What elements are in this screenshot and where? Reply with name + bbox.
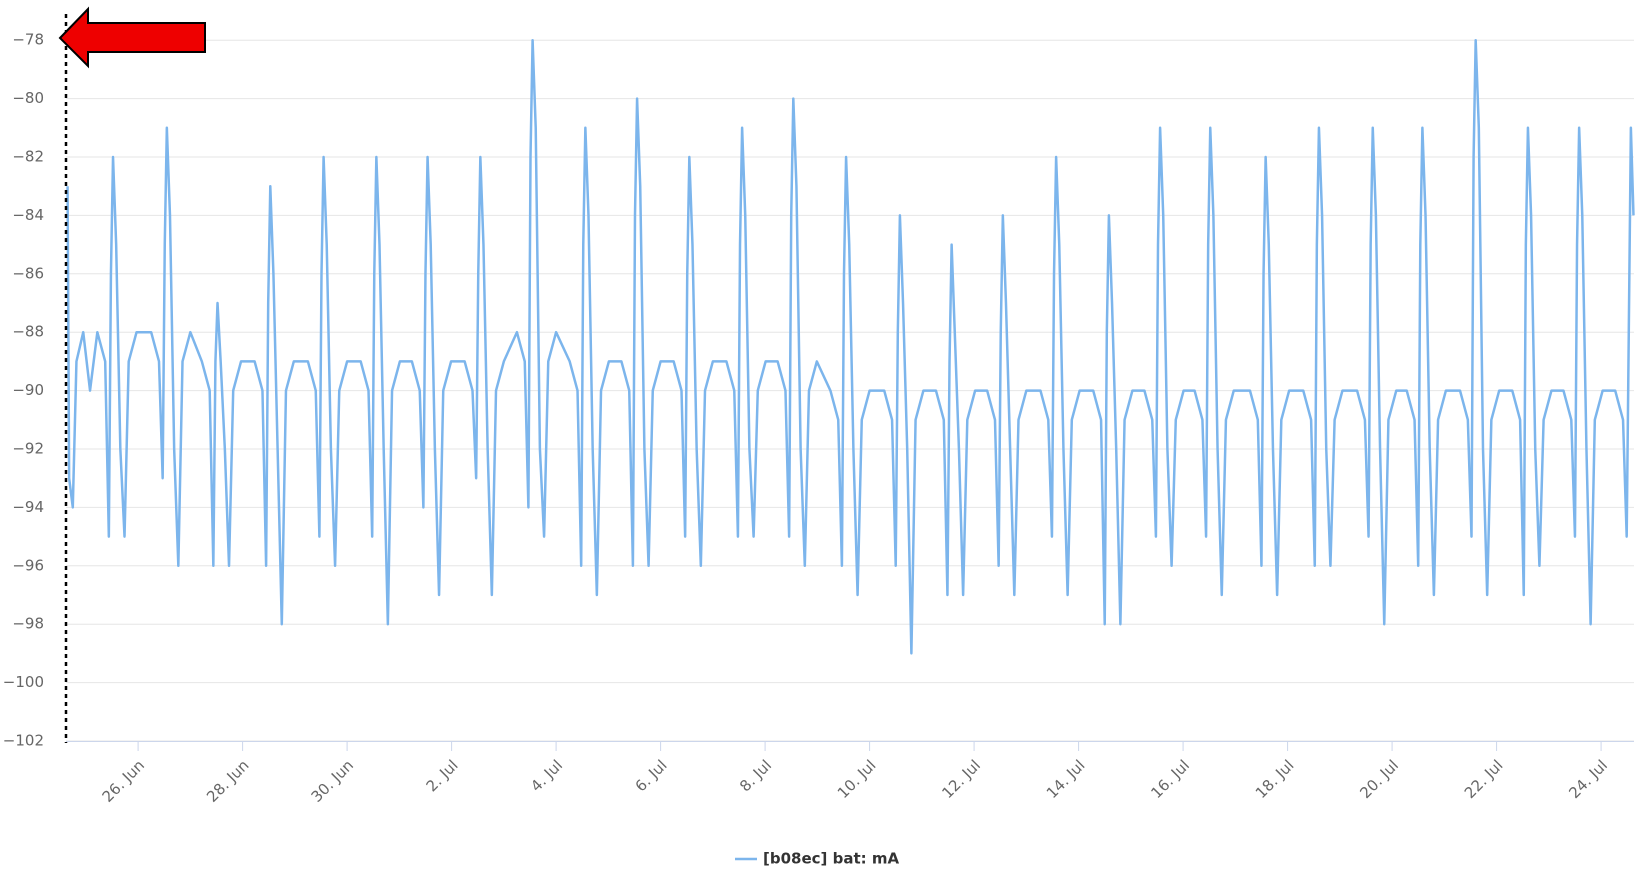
series-line xyxy=(66,38,1635,655)
x-tick-label: 18. Jul xyxy=(1252,756,1298,802)
y-tick-label: −96 xyxy=(12,556,44,574)
x-tick-label: 8. Jul xyxy=(736,756,775,795)
x-tick-label: 20. Jul xyxy=(1356,756,1402,802)
y-tick-label: −78 xyxy=(12,31,44,49)
y-tick-label: −100 xyxy=(3,673,44,691)
y-tick-label: −80 xyxy=(12,89,44,107)
plot-area xyxy=(66,38,1635,655)
y-tick-label: −84 xyxy=(12,206,44,224)
x-tick-label: 16. Jul xyxy=(1147,756,1193,802)
x-tick-label: 24. Jul xyxy=(1565,756,1611,802)
y-tick-label: −88 xyxy=(12,323,44,341)
y-tick-label: −94 xyxy=(12,498,44,516)
y-tick-label: −86 xyxy=(12,264,44,282)
annotation-arrow xyxy=(58,6,206,69)
x-tick-label: 26. Jun xyxy=(99,756,149,806)
x-tick-label: 28. Jun xyxy=(203,756,253,806)
y-tick-label: −102 xyxy=(3,732,44,750)
legend-label: [b08ec] bat: mA xyxy=(763,850,899,868)
x-tick-label: 22. Jul xyxy=(1461,756,1507,802)
y-tick-label: −92 xyxy=(12,440,44,458)
x-tick-label: 6. Jul xyxy=(632,756,671,795)
y-tick-label: −90 xyxy=(12,381,44,399)
x-tick-label: 12. Jul xyxy=(938,756,984,802)
x-tick-label: 10. Jul xyxy=(834,756,880,802)
x-tick-label: 30. Jun xyxy=(308,756,358,806)
x-tick-label: 4. Jul xyxy=(527,756,566,795)
x-tick-label: 14. Jul xyxy=(1043,756,1089,802)
x-tick-label: 2. Jul xyxy=(423,756,462,795)
y-tick-label: −98 xyxy=(12,615,44,633)
y-tick-label: −82 xyxy=(12,148,44,166)
